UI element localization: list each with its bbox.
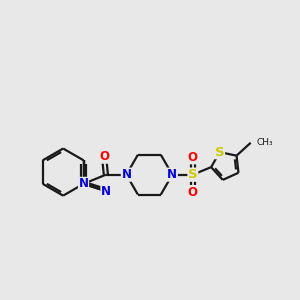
Text: O: O: [188, 186, 198, 199]
Text: N: N: [79, 177, 88, 190]
Text: S: S: [215, 146, 224, 159]
Text: N: N: [122, 168, 131, 181]
Text: O: O: [99, 150, 109, 163]
Text: N: N: [101, 184, 111, 198]
Text: S: S: [188, 168, 198, 181]
Text: CH₃: CH₃: [256, 138, 273, 147]
Text: O: O: [188, 151, 198, 164]
Text: N: N: [167, 168, 177, 181]
